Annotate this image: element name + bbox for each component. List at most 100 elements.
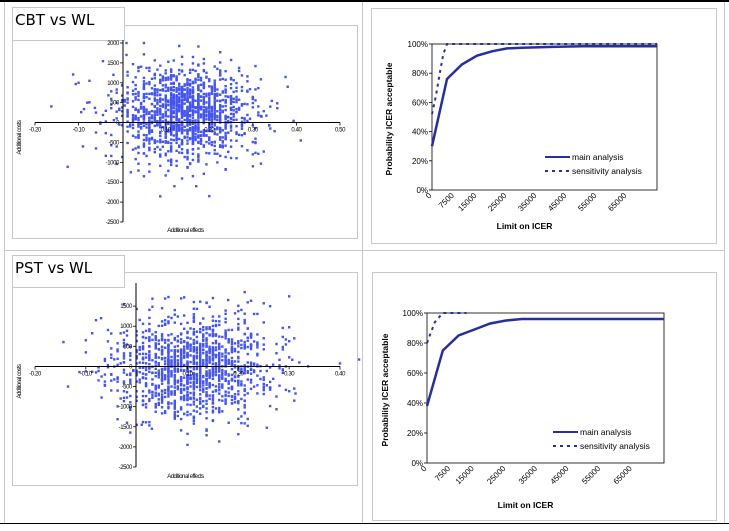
scatter-point: [210, 130, 214, 133]
scatter-point: [189, 337, 192, 340]
scatter-point: [230, 345, 234, 349]
scatter-point: [163, 323, 167, 326]
x-tick-label: 0.30: [284, 371, 295, 377]
scatter-point: [224, 137, 227, 141]
scatter-point: [115, 110, 118, 113]
scatter-point: [148, 92, 151, 96]
scatter-point: [197, 120, 200, 123]
plot-area: [426, 312, 665, 464]
scatter-point: [199, 142, 203, 145]
y-tick-label: -1000: [106, 160, 120, 166]
scatter-point: [167, 76, 170, 79]
scatter-point: [237, 133, 241, 137]
scatter-point: [237, 345, 240, 348]
scatter-point: [170, 371, 173, 375]
scatter-point: [186, 345, 189, 348]
scatter-point: [173, 417, 176, 420]
scatter-point: [213, 152, 216, 155]
scatter-point: [160, 337, 164, 341]
scatter-point: [167, 378, 170, 381]
scatter-point: [205, 337, 208, 340]
scatter-point: [224, 69, 227, 73]
scatter-point: [197, 96, 200, 99]
scatter-point: [148, 146, 151, 150]
scatter-point: [202, 69, 206, 73]
scatter-point: [229, 139, 233, 142]
scatter-point: [186, 111, 189, 115]
scatter-point: [246, 352, 249, 356]
scatter-point: [197, 45, 200, 48]
scatter-point: [150, 136, 154, 140]
scatter-point: [237, 98, 241, 101]
scatter-point: [186, 330, 189, 334]
scatter-point: [169, 142, 173, 145]
scatter-point: [199, 346, 202, 349]
scatter-point: [186, 100, 189, 104]
scatter-point: [254, 88, 257, 91]
scatter-point: [194, 124, 197, 127]
scatter-point: [131, 119, 135, 123]
scatter-point: [199, 79, 203, 82]
scatter-point: [159, 116, 162, 120]
scatter-point: [160, 372, 164, 376]
scatter-point: [148, 389, 151, 392]
scatter-point: [195, 385, 199, 389]
scatter-point: [210, 125, 214, 128]
scatter-point: [213, 118, 216, 121]
scatter-point: [129, 431, 132, 434]
scatter-point: [221, 129, 224, 132]
scatter-point: [151, 305, 154, 308]
scatter-point: [233, 347, 237, 351]
scatter-point: [218, 355, 221, 358]
scatter-point: [199, 400, 202, 403]
scatter-point: [153, 124, 157, 128]
scatter-point: [357, 358, 361, 361]
scatter-point: [218, 385, 221, 389]
scatter-point: [148, 316, 151, 320]
scatter-point: [135, 369, 138, 372]
scatter-point: [169, 150, 173, 153]
scatter-point: [173, 338, 176, 341]
scatter-point: [232, 90, 235, 94]
scatter-point: [182, 384, 186, 387]
scatter-point: [142, 53, 146, 56]
scatter-point: [178, 44, 181, 48]
scatter-point: [249, 299, 253, 303]
scatter-point: [227, 358, 230, 362]
scatter-point: [131, 89, 135, 92]
scatter-point: [195, 372, 199, 376]
scatter-point: [205, 129, 208, 133]
scatter-point: [125, 373, 129, 376]
scatter-point: [246, 339, 249, 342]
scatter-point: [202, 145, 206, 148]
scatter-point: [188, 115, 192, 118]
scatter-point: [129, 382, 132, 385]
scatter-point: [137, 98, 140, 102]
scatter-point: [210, 116, 214, 119]
scatter-point: [126, 112, 129, 115]
scatter-point: [213, 89, 216, 93]
scatter-point: [161, 105, 165, 108]
scatter-point: [169, 104, 173, 107]
scatter-point: [145, 138, 148, 142]
scatter-point: [246, 361, 249, 364]
scatter-point: [194, 69, 197, 73]
scatter-point: [172, 104, 175, 107]
scatter-point: [199, 357, 202, 361]
scatter-point: [141, 366, 145, 369]
scatter-point: [205, 366, 208, 369]
scatter-point: [224, 84, 227, 88]
scatter-point: [183, 155, 186, 159]
scatter-point: [257, 152, 260, 155]
scatter-point: [110, 356, 113, 360]
scatter-point: [167, 375, 170, 379]
scatter-point: [189, 360, 192, 364]
scatter-point: [214, 346, 218, 349]
scatter-point: [287, 295, 291, 298]
scatter-point: [167, 169, 170, 173]
scatter-point: [218, 115, 222, 118]
scatter-point: [211, 409, 215, 412]
scatter-point: [148, 126, 151, 130]
scatter-point: [160, 348, 164, 352]
scatter-point: [240, 89, 244, 92]
